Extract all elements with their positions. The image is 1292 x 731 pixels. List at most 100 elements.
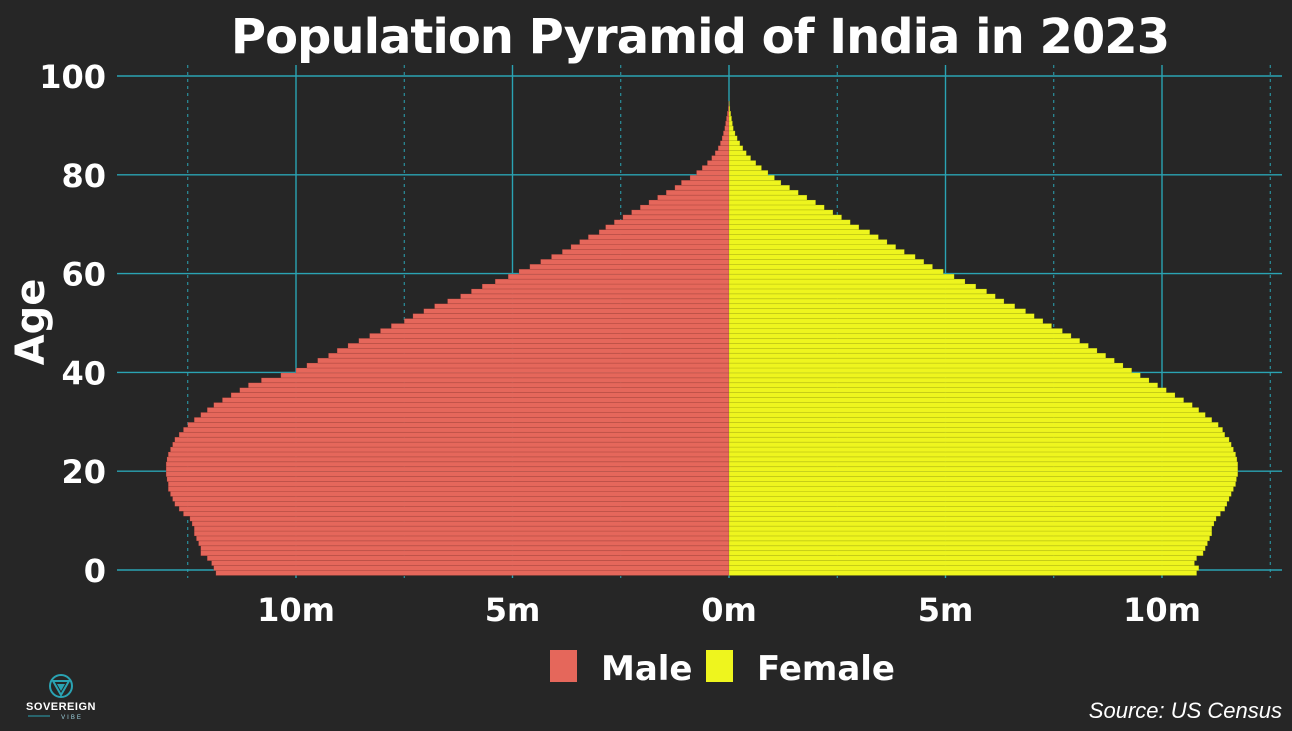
female-bar [729,501,1227,506]
female-bar [729,146,743,151]
male-bar [199,541,729,546]
male-bar [179,506,729,511]
x-tick-label: 5m [485,591,541,629]
male-bar [571,244,729,249]
female-bar [729,264,933,269]
female-bar [729,472,1238,477]
female-bar [729,536,1210,541]
female-bar [729,348,1097,353]
female-bar [729,378,1149,383]
legend-male-label: Male [601,649,693,689]
female-bar [729,521,1214,526]
female-bar [729,304,1015,309]
female-bar [729,383,1158,388]
male-bar [201,546,729,551]
male-bar [216,571,729,576]
male-bar [588,235,729,240]
male-bar [173,496,729,501]
female-bar [729,299,1004,304]
male-bar [214,566,729,571]
female-bar [729,131,735,136]
male-bar [461,294,729,299]
female-bar [729,284,976,289]
male-bar [712,156,729,161]
male-bar [183,427,729,432]
female-bar [729,225,859,230]
male-bar [201,412,729,417]
female-bar [729,170,768,175]
male-bar [337,348,729,353]
female-bar [729,324,1052,329]
female-bar [729,526,1212,531]
male-bar [380,328,729,333]
female-bar [729,121,732,126]
female-bar [729,412,1205,417]
female-bar [729,427,1223,432]
female-bar [729,408,1199,413]
female-bar [729,106,730,111]
male-bar [530,264,729,269]
male-bar [179,432,729,437]
legend-male-swatch [550,650,577,682]
male-bar [722,136,729,141]
male-bar [508,274,729,279]
female-bar [729,289,987,294]
female-bar [729,230,870,235]
male-bar [681,180,729,185]
female-bar [729,477,1236,482]
male-bar [328,353,729,358]
female-bar [729,373,1140,378]
male-bar [471,289,729,294]
male-bar [640,205,729,210]
female-bar [729,442,1231,447]
male-bar [482,284,729,289]
male-bar [727,111,729,116]
female-bar [729,546,1205,551]
male-bar [192,521,729,526]
male-bar [190,516,729,521]
male-bar [658,195,729,200]
male-bar [166,472,729,477]
x-tick-label: 10m [1123,591,1201,629]
male-bar [391,324,729,329]
male-bar [448,299,729,304]
female-bar [729,531,1212,536]
female-bar [729,447,1233,452]
female-bar [729,506,1225,511]
male-bar [166,462,729,467]
male-bar [495,279,729,284]
female-bar [729,195,807,200]
female-bar [729,566,1199,571]
male-bar [196,536,729,541]
male-bar [168,482,729,487]
male-bar [614,220,729,225]
male-bar [296,368,729,373]
female-bar [729,309,1026,314]
male-bar [623,215,729,220]
female-bar [729,259,924,264]
male-bar [222,398,729,403]
source-note: Source: US Census [1089,698,1282,723]
male-bar [541,259,729,264]
male-bar [632,210,729,215]
female-bar [729,116,732,121]
male-bar [168,487,729,492]
female-bar [729,126,733,131]
male-bar [359,338,729,343]
male-bar [606,225,729,230]
male-bar [173,442,729,447]
male-bar [175,437,729,442]
male-bar [562,249,729,254]
male-bar [599,230,729,235]
female-bar [729,319,1043,324]
female-bar [729,491,1231,496]
male-bar [214,403,729,408]
male-bar [194,417,729,422]
male-bar [715,151,729,156]
female-bar [729,571,1197,576]
male-bar [370,333,729,338]
female-bar [729,516,1216,521]
female-bar [729,403,1192,408]
chart-title: Population Pyramid of India in 2023 [231,9,1169,65]
